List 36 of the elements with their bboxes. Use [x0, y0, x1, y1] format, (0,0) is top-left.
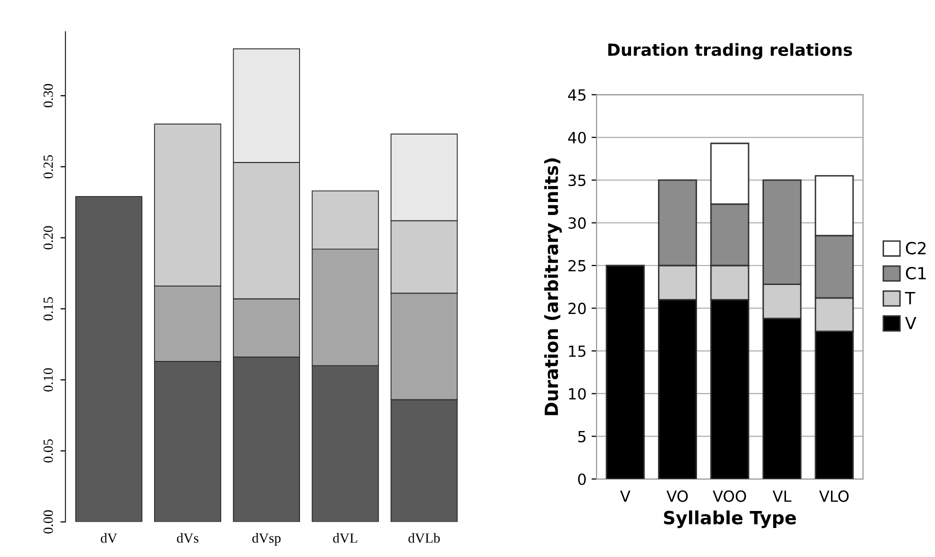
y-tick-label: 0.05 [44, 439, 53, 462]
y-tick-label: 15 [569, 346, 586, 357]
y-tick-label: 20 [568, 302, 586, 314]
y-tick-label: 0.00 [44, 510, 53, 534]
y-tick-label: 0.10 [44, 368, 53, 392]
x-tick-label: dVsp [252, 533, 281, 546]
y-tick-label: 35 [568, 174, 586, 186]
x-tick-label: dVL [333, 533, 358, 543]
legend-label: C2 [906, 242, 926, 254]
x-axis-title: Syllable Type [664, 510, 796, 528]
legend-label: C1 [906, 266, 926, 280]
bar [75, 196, 142, 522]
y-tick-label: 10 [569, 388, 586, 400]
x-tick-label: dVs [176, 533, 198, 543]
legend-label: V [905, 317, 916, 330]
x-tick-label: VLO [819, 490, 849, 502]
x-tick-label: VL [772, 490, 792, 502]
x-tick-label: V [620, 490, 630, 502]
y-tick-label: 0.25 [44, 155, 53, 178]
y-tick-label: 25 [568, 260, 586, 272]
x-tick-label: VOO [712, 490, 746, 502]
y-tick-label: 40 [568, 132, 586, 144]
x-tick-label: dV [100, 533, 118, 543]
y-tick-label: 5 [578, 430, 586, 442]
y-tick-label: 30 [568, 217, 586, 229]
y-tick-label: 0.30 [44, 84, 53, 108]
legend-label: T [904, 292, 916, 304]
y-axis-title: Duration (arbitrary units) [544, 158, 562, 416]
x-tick-label: dVLb [408, 533, 440, 543]
x-tick-label: VO [666, 490, 688, 502]
chart-title: Duration trading relations [608, 43, 852, 60]
y-tick-label: 45 [568, 89, 586, 101]
y-tick-label: 0.15 [44, 297, 53, 320]
y-tick-label: 0 [578, 473, 586, 486]
bar [606, 264, 645, 480]
y-tick-label: 0.20 [44, 226, 53, 250]
